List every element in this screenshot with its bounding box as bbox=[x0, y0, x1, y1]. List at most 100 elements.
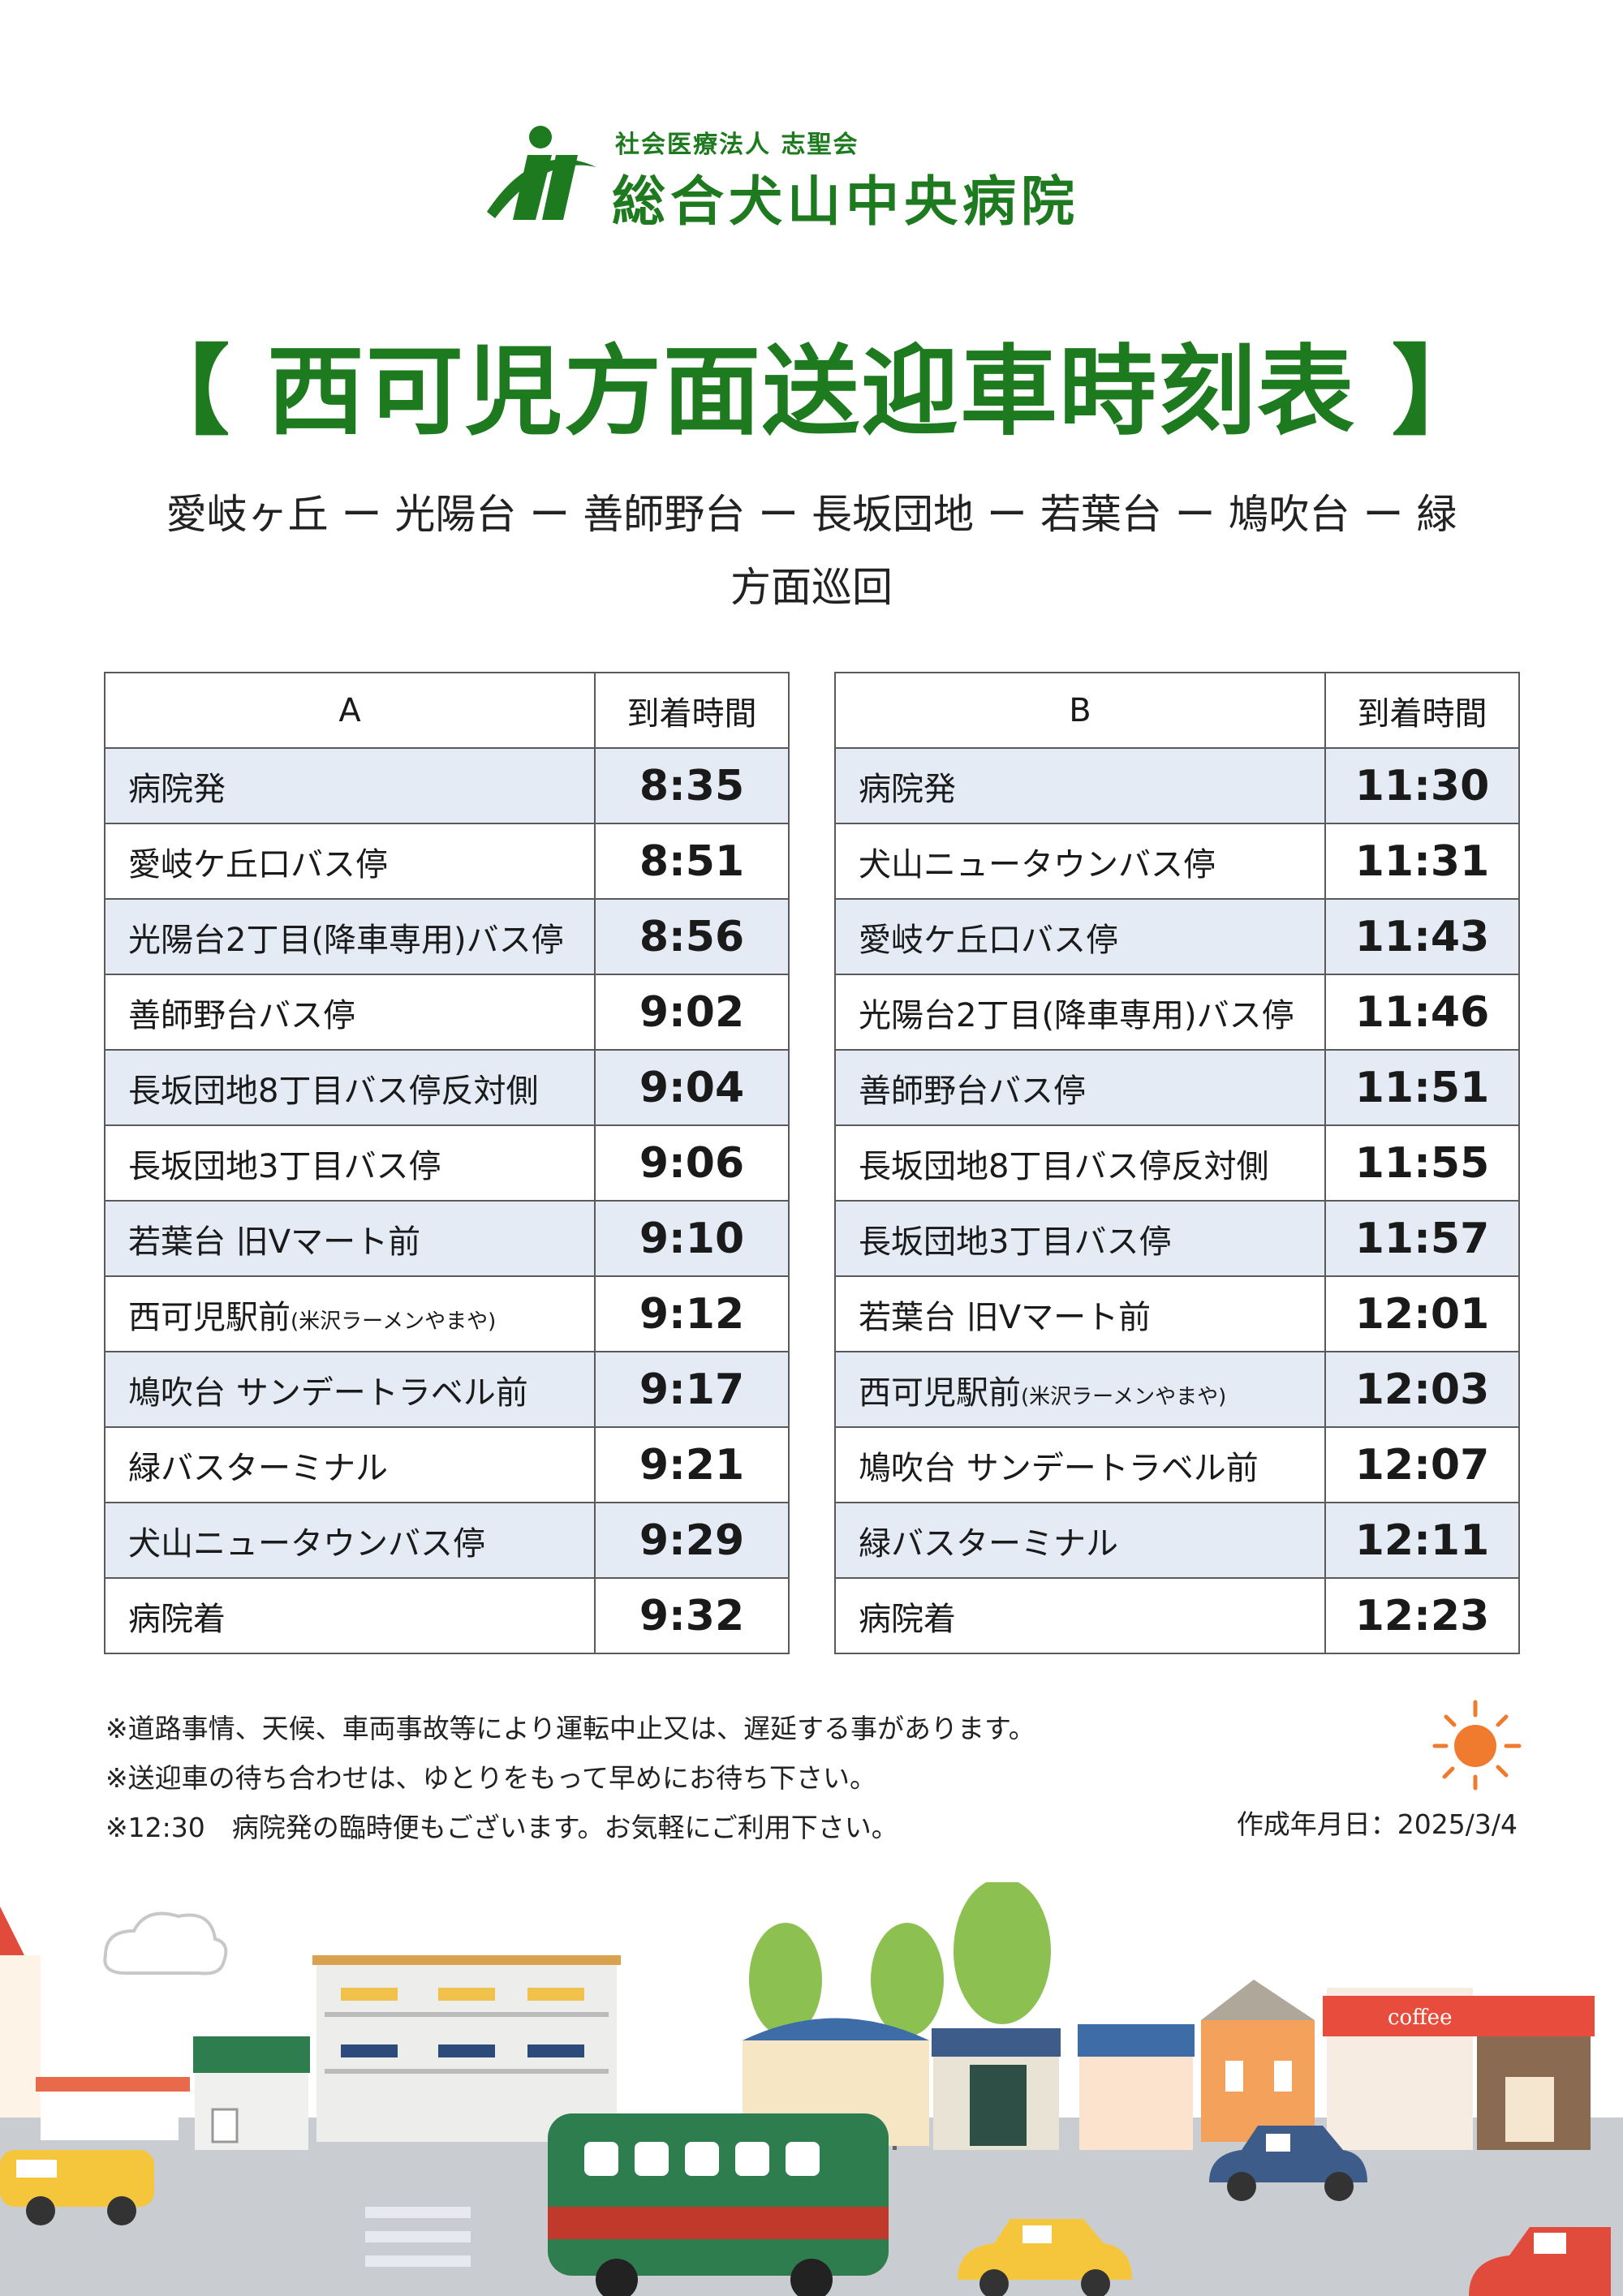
stop-name-cell: 光陽台2丁目(降車専用)バス停 bbox=[834, 974, 1326, 1051]
cloud-icon bbox=[103, 1911, 228, 1976]
table-row: 病院発 8:35 bbox=[104, 747, 790, 824]
stop-name-cell: 善師野台バス停 bbox=[104, 974, 596, 1051]
arrival-time: 9:04 bbox=[594, 1049, 790, 1126]
table-row: 犬山ニュータウンバス停 11:31 bbox=[834, 823, 1520, 900]
stop-name-cell: 光陽台2丁目(降車専用)バス停 bbox=[104, 898, 596, 975]
table-row: 善師野台バス停 9:02 bbox=[104, 974, 790, 1051]
notes: ※道路事情、天候、車両事故等により運転中止又は、遅延する事があります。 ※送迎車… bbox=[105, 1704, 1035, 1852]
stop-name: 愛岐ケ丘口バス停 bbox=[128, 845, 388, 884]
stop-name: 西可児駅前 bbox=[128, 1298, 291, 1336]
taxi-car bbox=[0, 2150, 154, 2225]
stop-name-cell: 長坂団地8丁目バス停反対側 bbox=[104, 1049, 596, 1126]
arrival-time: 9:10 bbox=[594, 1200, 790, 1277]
arrival-time: 9:12 bbox=[594, 1275, 790, 1352]
red-car bbox=[1469, 2227, 1611, 2296]
crosswalk bbox=[365, 2207, 471, 2267]
arrival-time: 12:07 bbox=[1324, 1426, 1520, 1503]
arrival-time: 12:03 bbox=[1324, 1351, 1520, 1428]
stop-name-cell: 鳩吹台 サンデートラベル前 bbox=[104, 1351, 596, 1428]
route-line-2: 方面巡回 bbox=[730, 564, 893, 611]
column-header-arrival-time: 到着時間 bbox=[1324, 672, 1520, 749]
table-row: 愛岐ケ丘口バス停 11:43 bbox=[834, 898, 1520, 975]
glass-shop bbox=[932, 2028, 1061, 2150]
stop-name-cell: 犬山ニュータウンバス停 bbox=[104, 1502, 596, 1579]
yellow-car bbox=[958, 2219, 1132, 2296]
hospital-logo: 社会医療法人 志聖会 総合犬山中央病院 bbox=[479, 118, 1152, 233]
table-row: 善師野台バス停 11:51 bbox=[834, 1049, 1520, 1126]
table-row: 長坂団地3丁目バス停 9:06 bbox=[104, 1124, 790, 1202]
arrival-time: 12:11 bbox=[1324, 1502, 1520, 1579]
stop-name: 愛岐ケ丘口バス停 bbox=[859, 921, 1118, 959]
table-row: 緑バスターミナル 12:11 bbox=[834, 1502, 1520, 1579]
hospital-emblem-icon bbox=[487, 126, 596, 220]
arrival-time: 11:31 bbox=[1324, 823, 1520, 900]
table-row: 病院着 12:23 bbox=[834, 1577, 1520, 1654]
stop-name: 長坂団地3丁目バス停 bbox=[128, 1147, 441, 1185]
stop-name: 病院発 bbox=[128, 770, 226, 808]
note-line: ※12:30 病院発の臨時便もございます。お気軽にご利用下さい。 bbox=[105, 1812, 898, 1843]
stop-name-cell: 愛岐ケ丘口バス停 bbox=[834, 898, 1326, 975]
sun-icon bbox=[1432, 1700, 1522, 1791]
stop-name: 犬山ニュータウンバス停 bbox=[128, 1524, 485, 1563]
town-illustration: coffee bbox=[0, 1882, 1623, 2296]
stop-name: 鳩吹台 サンデートラベル前 bbox=[859, 1449, 1259, 1487]
stop-name: 善師野台バス停 bbox=[859, 1072, 1086, 1110]
column-header-route: B bbox=[834, 672, 1326, 749]
green-awning-shop bbox=[193, 2036, 310, 2150]
table-row: 長坂団地8丁目バス停反対側 9:04 bbox=[104, 1049, 790, 1126]
table-row: 病院着 9:32 bbox=[104, 1577, 790, 1654]
stop-name: 光陽台2丁目(降車専用)バス停 bbox=[128, 921, 564, 959]
coffee-sign: coffee bbox=[1388, 2006, 1452, 2030]
stop-name: 長坂団地8丁目バス停反対側 bbox=[128, 1072, 539, 1110]
stop-name-cell: 病院着 bbox=[834, 1577, 1326, 1654]
column-header-route: A bbox=[104, 672, 596, 749]
red-roof-house bbox=[0, 1907, 190, 2140]
arrival-time: 9:17 bbox=[594, 1351, 790, 1428]
note-line: ※道路事情、天候、車両事故等により運転中止又は、遅延する事があります。 bbox=[105, 1713, 1035, 1744]
arrival-time: 12:23 bbox=[1324, 1577, 1520, 1654]
stop-name-cell: 西可児駅前(米沢ラーメンやまや) bbox=[834, 1351, 1326, 1428]
arrival-time: 9:02 bbox=[594, 974, 790, 1051]
stop-name-cell: 善師野台バス停 bbox=[834, 1049, 1326, 1126]
arrival-time: 12:01 bbox=[1324, 1275, 1520, 1352]
table-row: 長坂団地8丁目バス停反対側 11:55 bbox=[834, 1124, 1520, 1202]
arrival-time: 11:55 bbox=[1324, 1124, 1520, 1202]
arrival-time: 8:51 bbox=[594, 823, 790, 900]
arrival-time: 9:29 bbox=[594, 1502, 790, 1579]
stop-name-cell: 犬山ニュータウンバス停 bbox=[834, 823, 1326, 900]
stop-name: 緑バスターミナル bbox=[128, 1449, 388, 1487]
tree-icon bbox=[749, 1882, 1051, 2036]
table-row: 鳩吹台 サンデートラベル前 9:17 bbox=[104, 1351, 790, 1428]
stop-name: 病院発 bbox=[859, 770, 956, 808]
stop-name: 若葉台 旧Vマート前 bbox=[128, 1223, 421, 1261]
stop-name: 病院着 bbox=[128, 1600, 226, 1638]
stop-name: 長坂団地8丁目バス停反対側 bbox=[859, 1147, 1269, 1185]
stop-name-cell: 病院発 bbox=[104, 747, 596, 824]
brown-house bbox=[1473, 1996, 1595, 2150]
table-row: 鳩吹台 サンデートラベル前 12:07 bbox=[834, 1426, 1520, 1503]
arrival-time: 11:57 bbox=[1324, 1200, 1520, 1277]
table-row: 若葉台 旧Vマート前 9:10 bbox=[104, 1200, 790, 1277]
arrival-time: 8:56 bbox=[594, 898, 790, 975]
table-row: 光陽台2丁目(降車専用)バス停 8:56 bbox=[104, 898, 790, 975]
stop-name: 犬山ニュータウンバス停 bbox=[859, 845, 1216, 884]
arrival-time: 11:30 bbox=[1324, 747, 1520, 824]
table-row: 光陽台2丁目(降車専用)バス停 11:46 bbox=[834, 974, 1520, 1051]
stop-name-cell: 病院発 bbox=[834, 747, 1326, 824]
arrival-time: 9:21 bbox=[594, 1426, 790, 1503]
table-row: 長坂団地3丁目バス停 11:57 bbox=[834, 1200, 1520, 1277]
stop-name-cell: 鳩吹台 サンデートラベル前 bbox=[834, 1426, 1326, 1503]
table-header-row: A 到着時間 bbox=[104, 672, 790, 749]
table-row: 犬山ニュータウンバス停 9:29 bbox=[104, 1502, 790, 1579]
apartment-building bbox=[312, 1955, 621, 2142]
stop-name: 緑バスターミナル bbox=[859, 1524, 1118, 1563]
arrival-time: 11:51 bbox=[1324, 1049, 1520, 1126]
table-row: 愛岐ケ丘口バス停 8:51 bbox=[104, 823, 790, 900]
stop-name-cell: 長坂団地3丁目バス停 bbox=[104, 1124, 596, 1202]
stop-name-cell: 病院着 bbox=[104, 1577, 596, 1654]
arrival-time: 11:46 bbox=[1324, 974, 1520, 1051]
page-title: 【 西可児方面送迎車時刻表 】 bbox=[132, 336, 1491, 449]
route-line-1: 愛岐ヶ丘 ー 光陽台 ー 善師野台 ー 長坂団地 ー 若葉台 ー 鳩吹台 ー 緑 bbox=[166, 491, 1457, 538]
timetable-a: A 到着時間 病院発 8:35 愛岐ケ丘口バス停 8:51 光陽台2丁目(降車専用)バス… bbox=[104, 672, 790, 1654]
stop-name-cell: 若葉台 旧Vマート前 bbox=[834, 1275, 1326, 1352]
